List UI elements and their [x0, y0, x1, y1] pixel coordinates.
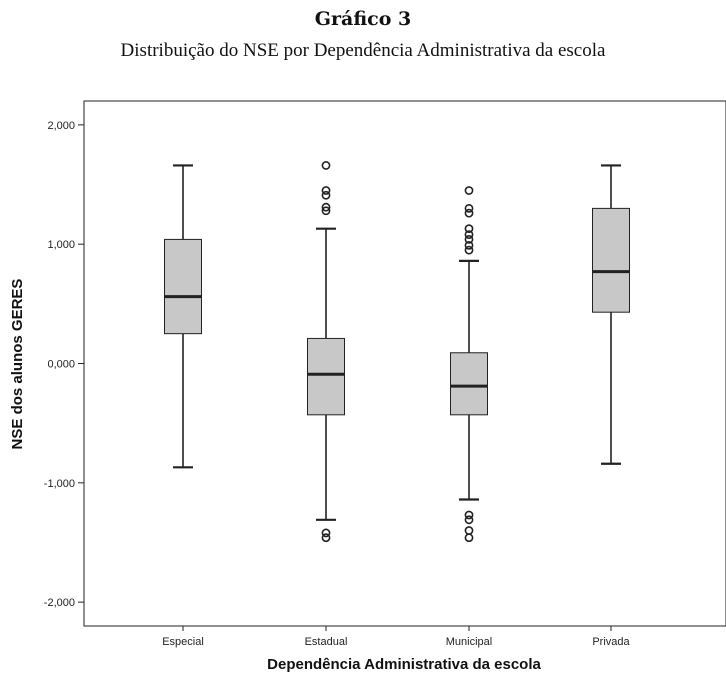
outlier-point: [464, 240, 474, 250]
outlier-point: [464, 515, 474, 525]
outlier-point: [464, 224, 474, 234]
box-series: [164, 161, 630, 543]
outlier-point: [464, 510, 474, 520]
x-tick-label: Especial: [162, 636, 204, 648]
x-tick-label: Estadual: [305, 636, 348, 648]
box-privada: [592, 164, 630, 465]
outlier-point: [464, 533, 474, 543]
outlier-point: [464, 230, 474, 240]
outlier-point: [321, 190, 331, 200]
outlier-point: [321, 186, 331, 195]
box-especial: [164, 164, 202, 469]
outlier-point: [464, 235, 474, 244]
outlier-point: [464, 186, 474, 195]
outlier-point: [321, 161, 331, 170]
iqr-box: [164, 238, 202, 335]
outlier-point: [464, 208, 474, 218]
box-estadual: [307, 161, 345, 543]
outlier-point: [321, 533, 331, 543]
outlier-point: [464, 203, 474, 213]
y-axis: 2,000 1,000 0,000 -1,000 -2,000: [44, 120, 84, 609]
box-municipal: [450, 186, 488, 543]
outlier-point: [464, 526, 474, 535]
x-tick-label: Privada: [592, 636, 630, 648]
y-tick-label: 1,000: [47, 239, 75, 251]
y-tick-label: -2,000: [44, 597, 75, 609]
iqr-box: [592, 207, 630, 313]
figure-title: Gráfico 3: [314, 8, 412, 30]
iqr-box: [450, 352, 488, 416]
y-tick-label: -1,000: [44, 478, 75, 490]
outlier-point: [464, 245, 474, 255]
y-axis-title: NSE dos alunos GERES: [9, 279, 26, 450]
plot-area-frame: [83, 100, 726, 627]
y-tick-label: 2,000: [47, 120, 75, 132]
figure-subtitle: Distribuição do NSE por Dependência Admi…: [120, 40, 606, 61]
outlier-point: [321, 528, 331, 538]
outlier-point: [321, 206, 331, 216]
x-tick-label: Municipal: [446, 636, 492, 648]
y-tick-label: 0,000: [47, 359, 75, 371]
x-axis: Especial Estadual Municipal Privada: [162, 626, 631, 648]
outlier-point: [321, 202, 331, 212]
x-axis-title: Dependência Administrativa da escola: [267, 656, 541, 673]
iqr-box: [307, 337, 345, 416]
